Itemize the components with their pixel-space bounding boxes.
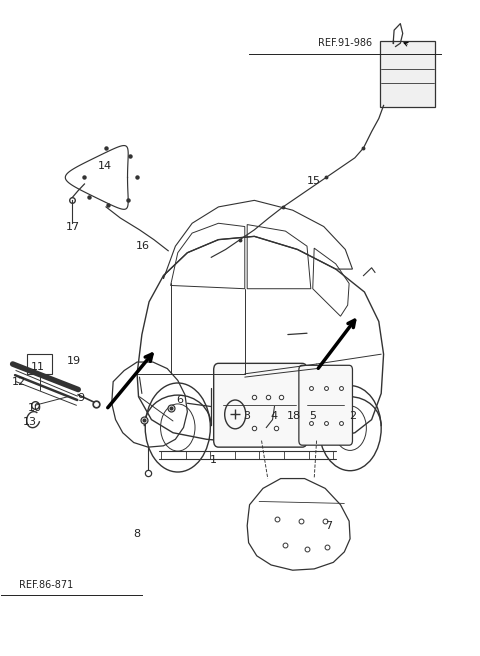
Text: 19: 19 [66, 356, 81, 366]
Text: 9: 9 [78, 393, 84, 403]
Text: REF.86-871: REF.86-871 [19, 580, 73, 590]
FancyBboxPatch shape [299, 365, 352, 445]
Text: REF.91-986: REF.91-986 [318, 38, 372, 49]
Text: 14: 14 [98, 161, 112, 171]
Text: 4: 4 [271, 411, 278, 421]
Text: 3: 3 [244, 411, 251, 421]
Text: 18: 18 [287, 411, 300, 421]
Text: 13: 13 [23, 417, 36, 426]
FancyBboxPatch shape [380, 41, 435, 108]
Text: 17: 17 [65, 222, 80, 232]
Text: 5: 5 [309, 411, 316, 421]
Text: 2: 2 [349, 411, 356, 421]
Text: 1: 1 [210, 455, 217, 465]
FancyBboxPatch shape [214, 363, 307, 447]
Text: 7: 7 [325, 521, 332, 531]
Text: 8: 8 [133, 529, 141, 539]
Text: 6: 6 [177, 395, 184, 405]
FancyBboxPatch shape [27, 354, 52, 374]
Text: 15: 15 [307, 176, 321, 186]
Text: 11: 11 [31, 362, 45, 372]
Text: 10: 10 [28, 403, 42, 413]
Text: 16: 16 [136, 241, 150, 251]
Text: 12: 12 [12, 377, 26, 386]
